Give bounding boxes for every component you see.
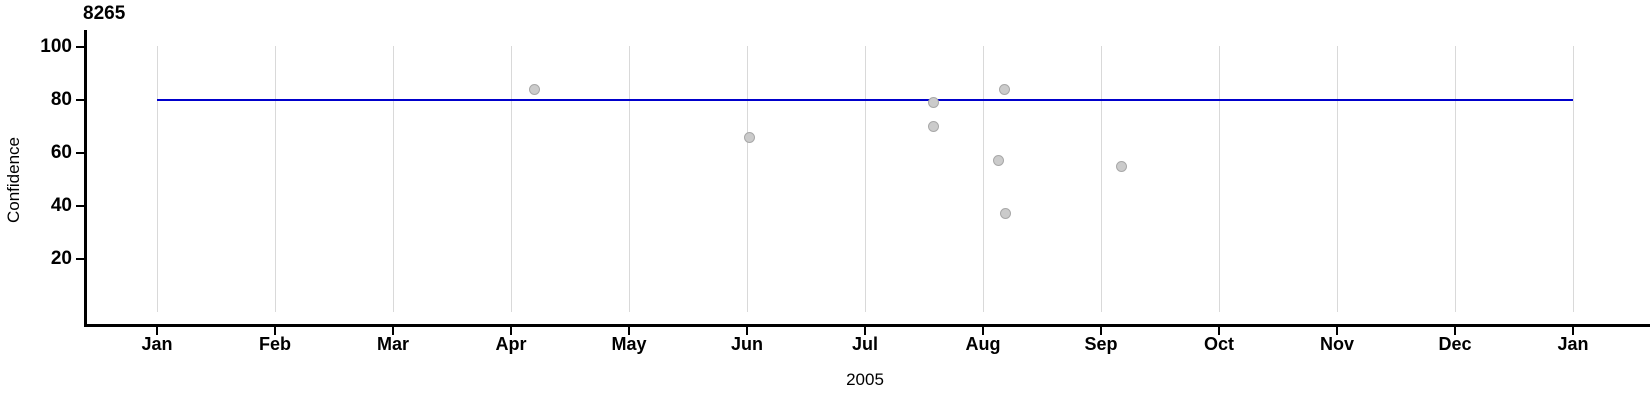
x-axis-tick [982,327,984,335]
scatter-point [529,83,541,95]
x-axis-tick [1572,327,1574,335]
x-axis-line [84,324,1650,327]
month-gridline [1336,46,1338,312]
x-axis-tick [864,327,866,335]
month-gridline [510,46,512,312]
y-tick-label: 100 [40,36,72,57]
reference-line [157,99,1573,101]
x-axis-tick [628,327,630,335]
x-axis-tick [1454,327,1456,335]
x-tick-label: Dec [1438,334,1472,354]
x-tick-label: Sep [1084,334,1118,354]
month-gridline [1218,46,1220,312]
x-tick-label: Jul [851,334,878,354]
x-tick-label: Jan [1557,334,1589,354]
x-tick-label: Oct [1203,334,1234,354]
scatter-point [1115,160,1127,172]
x-tick-label: Jan [141,334,173,354]
x-axis-title: 2005 [846,370,884,389]
x-axis-tick [510,327,512,335]
x-axis-tick [1336,327,1338,335]
x-tick-label: Apr [495,334,527,354]
month-gridline [1454,46,1456,312]
x-axis-tick [746,327,748,335]
y-axis-line [84,30,87,327]
y-axis-title: Confidence [4,137,23,224]
scatter-point [992,155,1004,167]
scatter-point [927,121,939,132]
month-gridline [274,46,276,312]
x-axis-tick [274,327,276,335]
month-gridline [746,46,748,312]
x-tick-label: Mar [376,334,409,354]
x-axis-tick [156,327,158,335]
y-tick-label: 60 [50,142,72,163]
y-tick-label: 20 [50,248,72,269]
y-axis-tick [76,46,84,48]
x-tick-label: Nov [1319,334,1354,354]
month-gridline [628,46,630,312]
scatter-point [743,131,755,143]
month-gridline [156,46,158,312]
scatter-point [998,83,1010,95]
y-axis-tick [76,99,84,101]
month-gridline [1100,46,1102,312]
chart-title: 8265 [83,3,126,24]
y-axis-tick [76,152,84,154]
month-gridline [1572,46,1574,312]
scatter-point [927,97,939,109]
scatter-point [999,208,1011,220]
x-tick-label: Feb [258,334,291,354]
x-tick-label: Jun [730,334,763,354]
y-axis-tick [76,205,84,207]
y-tick-label: 40 [50,195,72,216]
y-tick-label: 80 [50,89,72,110]
x-axis-tick [392,327,394,335]
y-axis-tick [76,258,84,260]
x-tick-label: Aug [965,334,1001,354]
month-gridline [392,46,394,312]
x-axis-tick [1218,327,1220,335]
x-axis-tick [1100,327,1102,335]
x-tick-label: May [611,334,647,354]
month-gridline [864,46,866,312]
month-gridline [982,46,984,312]
